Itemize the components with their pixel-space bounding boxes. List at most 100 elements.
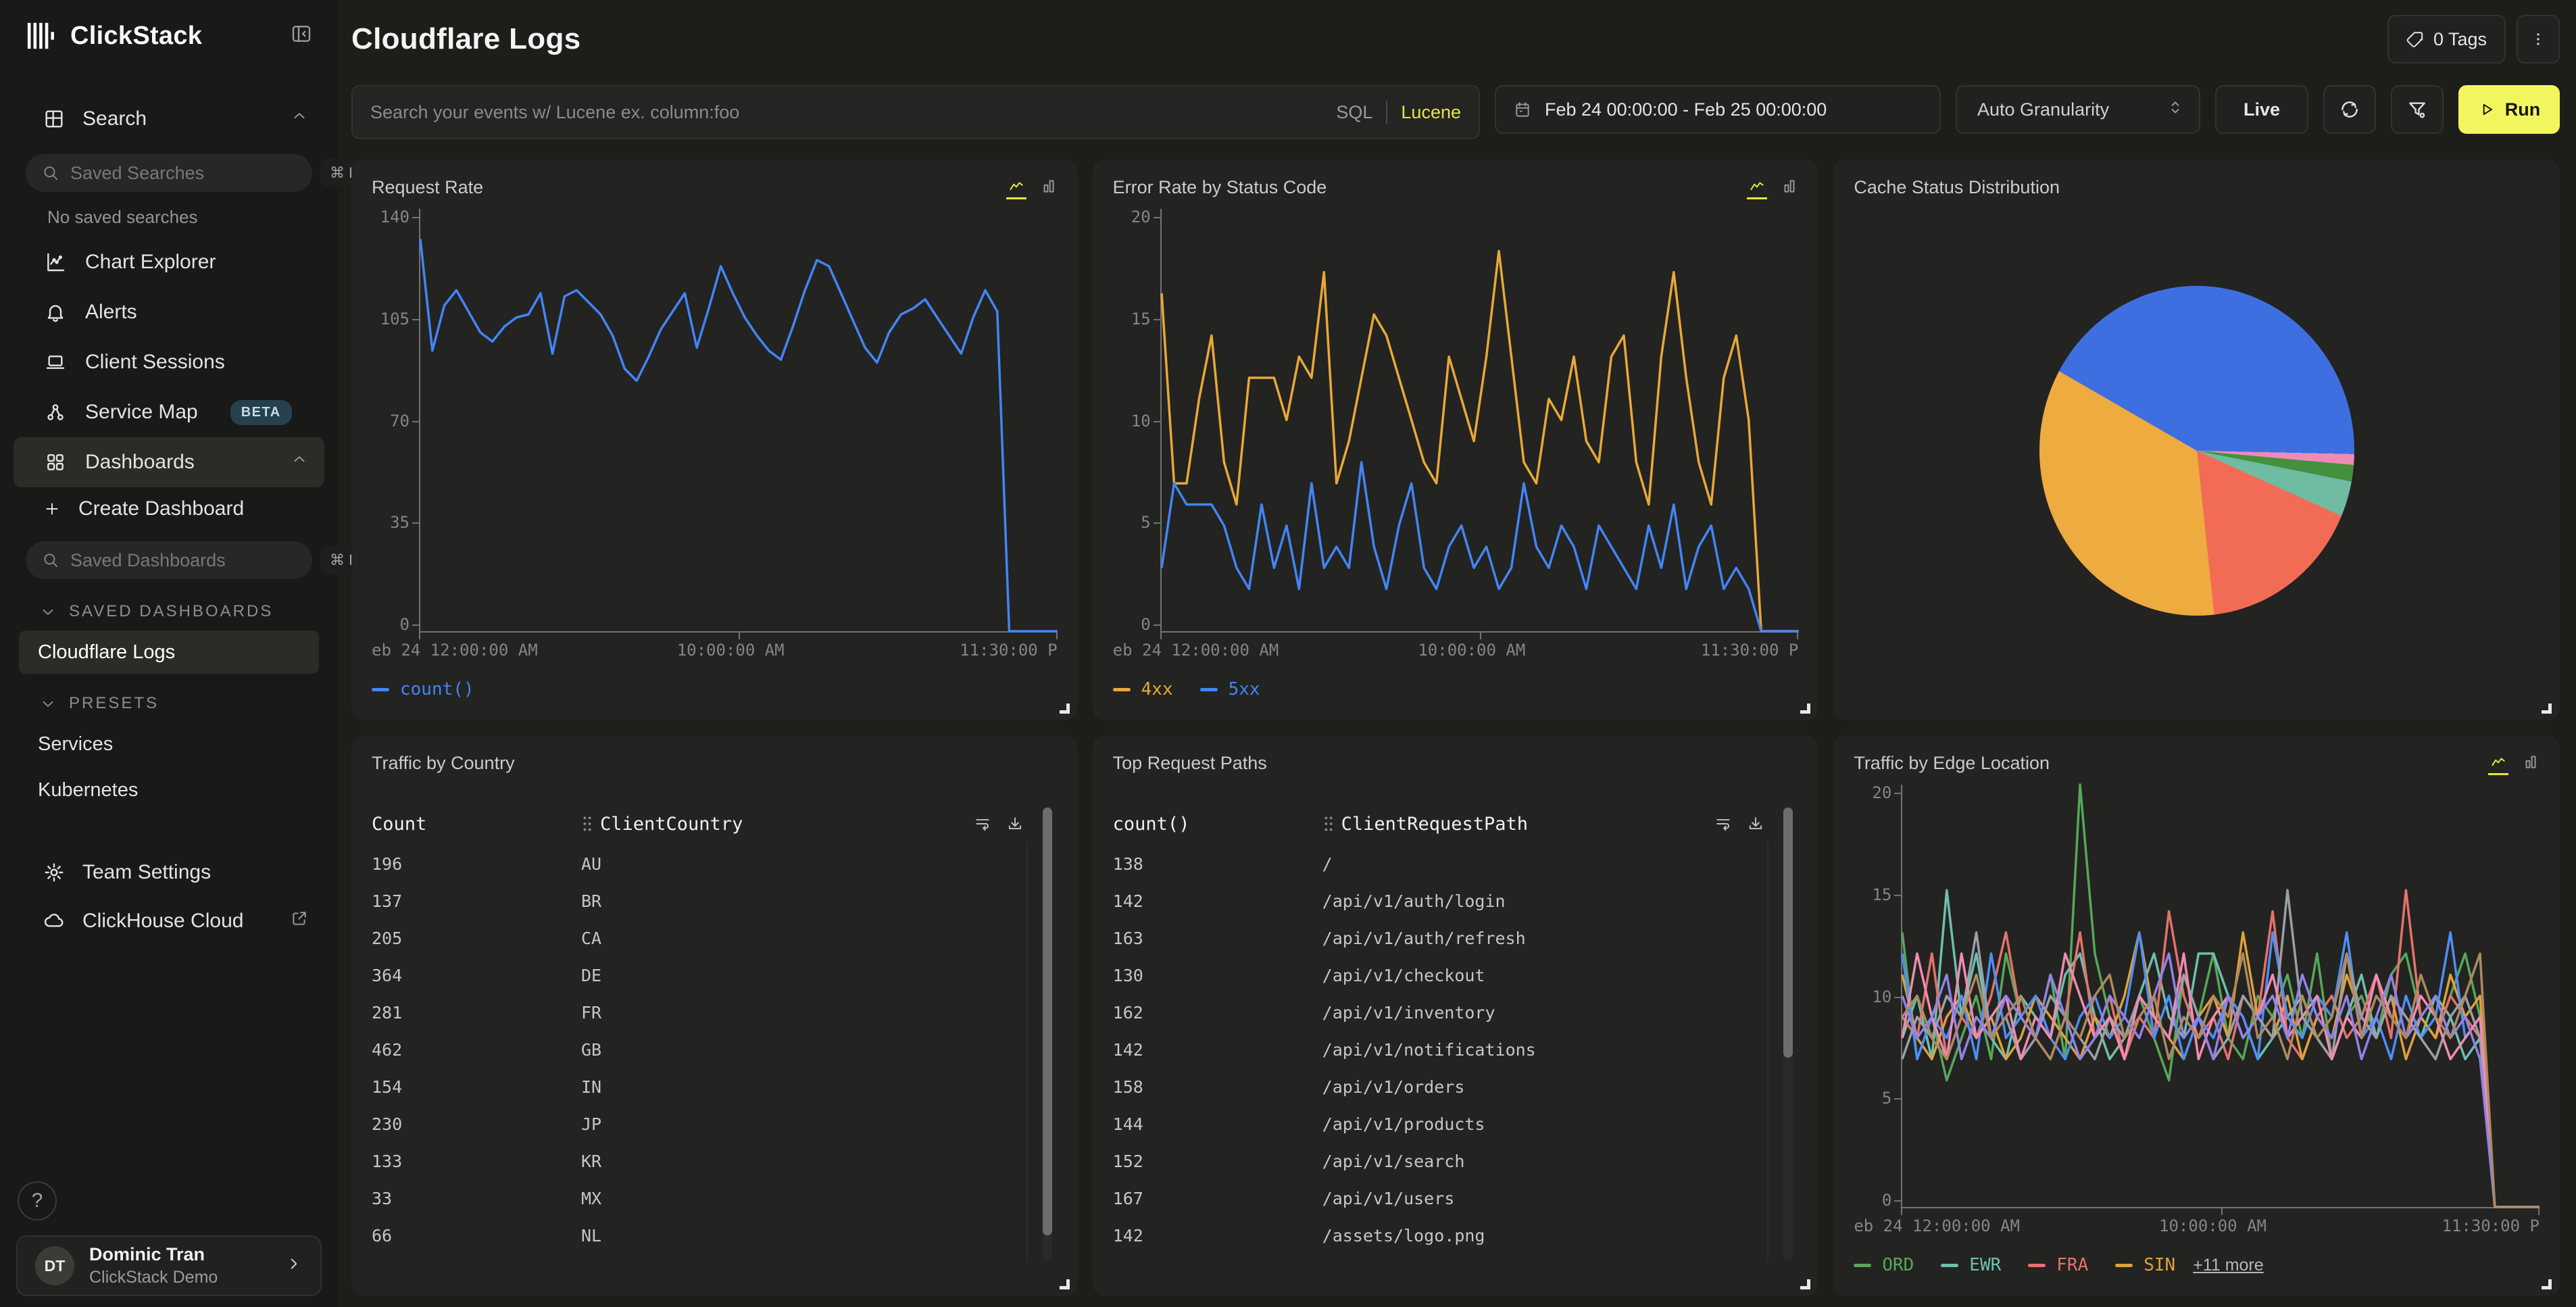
drag-handle-icon[interactable] (1322, 815, 1335, 833)
table-row[interactable]: 142/assets/logo.png (1112, 1226, 1485, 1246)
data-table: count() ClientRequestPath (1113, 806, 1799, 1279)
legend-item[interactable]: 4xx (1112, 679, 1173, 699)
legend-item[interactable]: 5xx (1199, 679, 1260, 699)
table-row[interactable]: 281 FR (372, 1003, 602, 1022)
table-row[interactable]: 142/api/v1/notifications (1112, 1040, 1536, 1060)
refresh-button[interactable] (2323, 85, 2376, 134)
sidebar-item-service-map[interactable]: Service Map BETA (14, 387, 324, 437)
more-options-button[interactable] (2517, 15, 2560, 64)
sidebar-preset-kubernetes[interactable]: Kubernetes (19, 768, 319, 812)
legend-item[interactable]: EWR (1941, 1255, 2001, 1275)
help-button[interactable]: ? (18, 1181, 57, 1220)
table-row[interactable]: 230 JP (372, 1114, 602, 1134)
table-row[interactable]: 196 AU (372, 854, 602, 874)
table-scrollbar[interactable] (1042, 806, 1052, 1261)
sidebar-item-clickhouse-cloud[interactable]: ClickHouse Cloud (0, 897, 338, 945)
table-row[interactable]: 33 MX (372, 1189, 602, 1208)
download-icon[interactable] (1747, 815, 1764, 833)
table-row[interactable]: 144/api/v1/products (1112, 1114, 1485, 1134)
group-label: PRESETS (69, 694, 159, 712)
resize-handle[interactable] (2541, 1279, 2552, 1289)
presets-group-header[interactable]: PRESETS (0, 675, 338, 721)
sql-mode-toggle[interactable]: SQL (1336, 101, 1373, 122)
event-search-input[interactable] (370, 101, 1323, 123)
sidebar-collapse-button[interactable] (291, 23, 312, 49)
filter-button[interactable] (2391, 85, 2444, 134)
sidebar-item-alerts[interactable]: Alerts (14, 287, 324, 337)
saved-dashboards-input[interactable]: ⌘ K (26, 541, 368, 579)
date-range-picker[interactable]: Feb 24 00:00:00 - Feb 25 00:00:00 (1495, 85, 1941, 134)
line-plot[interactable] (1901, 785, 2540, 1215)
saved-searches-field[interactable] (70, 162, 309, 184)
sidebar-item-search[interactable]: Search (0, 95, 338, 143)
legend-item[interactable]: ORD (1854, 1255, 1914, 1275)
legend-more-link[interactable]: +11 more (2193, 1255, 2264, 1275)
app-title: ClickStack (70, 21, 203, 50)
resize-handle[interactable] (1059, 1279, 1070, 1289)
sidebar-item-dashboards[interactable]: Dashboards (14, 437, 324, 487)
table-row[interactable]: 133 KR (372, 1152, 602, 1171)
line-chart-toggle-icon[interactable] (1006, 178, 1026, 199)
lucene-mode-toggle[interactable]: Lucene (1401, 101, 1461, 122)
table-row[interactable]: 158/api/v1/orders (1112, 1077, 1465, 1097)
panel-title: Request Rate (372, 177, 484, 197)
event-search-box[interactable]: SQL Lucene (351, 85, 1480, 139)
column-header[interactable]: Count (372, 813, 427, 835)
download-icon[interactable] (1006, 815, 1024, 833)
create-dashboard-button[interactable]: Create Dashboard (0, 487, 338, 531)
run-button[interactable]: Run (2458, 85, 2560, 134)
table-row[interactable]: 162/api/v1/inventory (1112, 1003, 1495, 1022)
pie-chart[interactable] (2039, 285, 2354, 616)
saved-searches-input[interactable]: ⌘ K (26, 154, 368, 192)
legend-item[interactable]: FRA (2028, 1255, 2088, 1275)
drag-handle-icon[interactable] (581, 815, 593, 833)
table-row[interactable]: 66 NL (372, 1226, 602, 1246)
table-row[interactable]: 130/api/v1/checkout (1112, 966, 1485, 985)
bar-chart-toggle-icon[interactable] (1040, 177, 1058, 199)
table-row[interactable]: 154 IN (372, 1077, 602, 1097)
table-scrollbar[interactable] (1783, 806, 1793, 1261)
line-plot[interactable] (419, 209, 1058, 639)
bar-chart-toggle-icon[interactable] (2522, 753, 2540, 775)
legend-item[interactable]: SIN (2115, 1255, 2175, 1275)
sidebar-item-chart-explorer[interactable]: Chart Explorer (14, 237, 324, 287)
resize-handle[interactable] (1800, 1279, 1811, 1289)
table-row[interactable]: 163/api/v1/auth/refresh (1112, 929, 1526, 948)
resize-handle[interactable] (1059, 704, 1070, 714)
panel-traffic-by-edge-location: Traffic by Edge Location 20 15 10 5 0 (1833, 735, 2560, 1296)
table-row[interactable]: 137 BR (372, 891, 602, 911)
legend-item[interactable]: count() (372, 679, 474, 699)
table-row[interactable]: 462 GB (372, 1040, 602, 1060)
live-button[interactable]: Live (2215, 85, 2308, 134)
sidebar-preset-services[interactable]: Services (19, 722, 319, 766)
line-chart-toggle-icon[interactable] (1747, 178, 1768, 199)
resize-handle[interactable] (2541, 704, 2552, 714)
sidebar-item-client-sessions[interactable]: Client Sessions (14, 337, 324, 387)
bar-chart-toggle-icon[interactable] (1781, 177, 1798, 199)
wrap-text-icon[interactable] (1714, 815, 1732, 833)
table-row[interactable]: 152/api/v1/search (1112, 1152, 1465, 1171)
column-header[interactable]: count() (1112, 813, 1190, 835)
column-header[interactable]: ClientRequestPath (1322, 814, 1528, 835)
column-header[interactable]: ClientCountry (581, 814, 743, 835)
line-chart-toggle-icon[interactable] (2487, 754, 2508, 775)
saved-dashboards-field[interactable] (70, 549, 309, 571)
saved-dashboards-group-header[interactable]: SAVED DASHBOARDS (0, 583, 338, 629)
table-row[interactable]: 142/api/v1/auth/login (1112, 891, 1506, 911)
wrap-text-icon[interactable] (974, 815, 991, 833)
resize-handle[interactable] (1800, 704, 1811, 714)
granularity-select[interactable]: Auto Granularity (1956, 85, 2200, 134)
table-row[interactable]: 364 DE (372, 966, 602, 985)
line-plot[interactable] (1160, 209, 1799, 639)
sidebar-dashboard-cloudflare-logs[interactable]: Cloudflare Logs (19, 631, 319, 674)
table-row[interactable]: 167/api/v1/users (1112, 1189, 1455, 1208)
tags-button[interactable]: 0 Tags (2387, 15, 2506, 64)
panel-traffic-by-country: Traffic by Country Count ClientCountry (351, 735, 1078, 1296)
table-rows: 196 AU 137 BR 205 CA 364 DE 281 FR 462 GB 154 IN 230 JP… (372, 845, 1058, 1254)
table-row[interactable]: 205 CA (372, 929, 602, 948)
user-menu[interactable]: DT Dominic Tran ClickStack Demo (16, 1235, 322, 1296)
sidebar-item-team-settings[interactable]: Team Settings (0, 848, 338, 897)
table-row[interactable]: 138/ (1112, 854, 1333, 874)
y-axis: 20 15 10 5 0 (1131, 207, 1161, 634)
x-axis: eb 24 12:00:00 AM 10:00:00 AM 11:30:00 P (1112, 641, 1799, 660)
